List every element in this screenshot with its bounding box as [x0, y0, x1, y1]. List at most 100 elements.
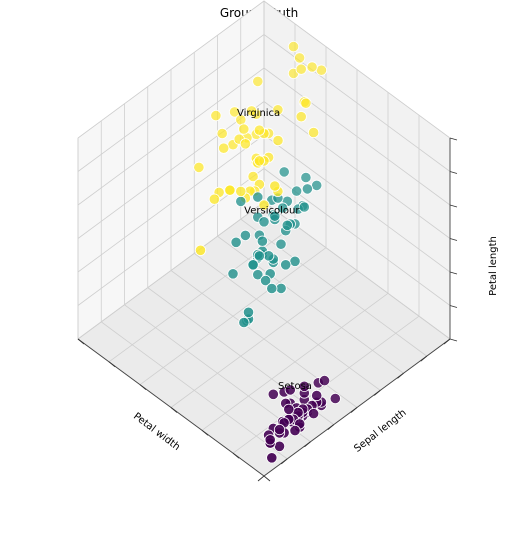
grid-z-left	[263, 0, 451, 139]
data-point-versicolour	[275, 238, 287, 250]
data-point-virginica	[238, 123, 250, 135]
y-tick	[373, 390, 381, 396]
data-point-virginica	[193, 161, 205, 173]
data-point-versicolour	[252, 191, 264, 203]
data-point-versicolour	[300, 171, 312, 184]
data-point-versicolour	[238, 316, 250, 329]
data-point-setosa	[307, 407, 320, 420]
y-tick	[304, 441, 311, 448]
cluster-labels: Setosa Versicolour Virginica	[237, 108, 312, 392]
data-point-setosa	[266, 452, 278, 464]
data-point-setosa	[318, 374, 331, 387]
data-point-versicolour	[311, 179, 323, 191]
data-point-setosa	[289, 424, 301, 437]
x-axis-label: Petal width	[131, 411, 182, 453]
data-point-setosa	[329, 392, 341, 405]
data-point-versicolour	[230, 236, 242, 248]
z-tick	[449, 204, 458, 208]
cluster-label-versicolour: Versicolour	[244, 206, 300, 217]
y-tick	[327, 424, 335, 430]
y-tick	[280, 458, 288, 465]
data-point-virginica	[293, 52, 306, 64]
y-tick	[257, 475, 265, 482]
y-axis-label: Sepal length	[352, 407, 408, 454]
z-tick	[449, 171, 458, 174]
scatter-points	[193, 40, 341, 464]
data-point-virginica	[229, 106, 241, 118]
data-point-setosa	[284, 384, 296, 396]
y-tick	[397, 372, 404, 379]
data-point-virginica	[258, 199, 270, 211]
data-point-setosa	[273, 440, 286, 452]
grid-z-left	[263, 134, 451, 273]
data-point-versicolour	[252, 269, 264, 281]
x-tick	[108, 361, 116, 368]
data-point-versicolour	[258, 216, 270, 228]
data-point-setosa	[298, 380, 310, 392]
data-point-virginica	[235, 185, 247, 197]
data-point-virginica	[253, 124, 265, 136]
data-point-versicolour	[289, 255, 301, 267]
data-point-setosa	[283, 403, 295, 415]
data-point-setosa	[273, 423, 286, 436]
data-point-virginica	[239, 138, 251, 150]
data-point-setosa	[311, 389, 323, 402]
grid-z-right	[77, 34, 265, 172]
data-point-setosa	[264, 434, 276, 446]
grid-z-left	[263, 67, 451, 206]
z-axis-label: Petal length	[488, 236, 499, 296]
data-point-virginica	[252, 75, 264, 88]
data-point-virginica	[208, 193, 220, 205]
y-tick	[443, 338, 451, 345]
x-tick	[232, 452, 240, 459]
data-point-versicolour	[253, 250, 265, 262]
data-point-versicolour	[266, 282, 278, 295]
data-point-virginica	[272, 134, 284, 147]
data-point-virginica	[210, 110, 222, 122]
data-point-virginica	[307, 126, 320, 139]
data-point-versicolour	[239, 229, 251, 241]
data-point-virginica	[253, 155, 265, 167]
data-point-versicolour	[281, 219, 293, 231]
data-point-versicolour	[301, 183, 313, 195]
grid-z-right	[77, 101, 265, 239]
data-point-versicolour	[278, 166, 290, 178]
z-tick	[449, 137, 458, 141]
x-tick	[170, 407, 178, 413]
grid-y-floor	[217, 235, 404, 374]
grid-z-right	[77, 201, 265, 340]
data-point-virginica	[315, 64, 327, 76]
grid-z-right	[77, 67, 265, 206]
data-point-virginica	[246, 105, 258, 117]
data-point-virginica	[295, 63, 307, 75]
data-point-versicolour	[298, 201, 310, 213]
data-point-versicolour	[269, 210, 281, 222]
data-point-virginica	[269, 180, 281, 192]
grid-z-right	[77, 0, 265, 139]
cluster-label-setosa: Setosa	[278, 381, 312, 392]
data-point-virginica	[218, 142, 230, 154]
data-point-virginica	[287, 40, 300, 53]
grid-z-right	[77, 134, 265, 273]
z-tick	[449, 338, 458, 342]
grid-y-floor	[101, 321, 288, 460]
data-point-virginica	[194, 244, 207, 256]
axis-ticks	[77, 137, 458, 482]
z-tick	[449, 305, 458, 308]
data-point-setosa	[267, 388, 279, 400]
grid-y-floor	[240, 218, 427, 357]
data-point-versicolour	[263, 250, 275, 262]
data-point-versicolour	[242, 306, 255, 318]
data-point-virginica	[295, 111, 307, 123]
z-tick	[449, 271, 458, 275]
data-point-versicolour	[256, 235, 268, 247]
grid-z-left	[263, 101, 451, 239]
x-tick	[139, 384, 147, 391]
data-point-versicolour	[290, 185, 303, 197]
grid-y-floor	[194, 253, 381, 391]
x-tick	[201, 429, 209, 436]
data-point-virginica	[216, 127, 228, 140]
data-point-virginica	[247, 170, 259, 183]
x-tick	[77, 338, 85, 345]
